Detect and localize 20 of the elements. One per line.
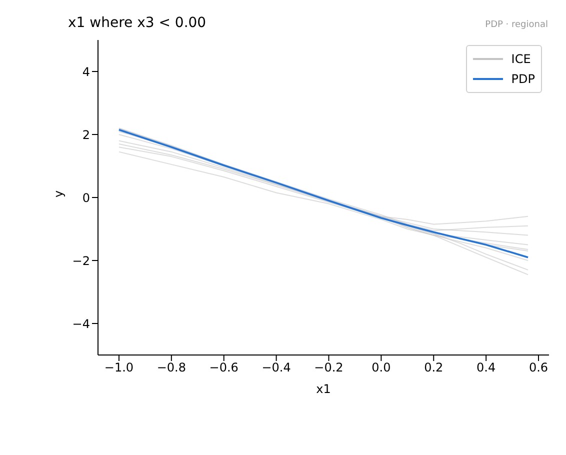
x-tick-label: −0.4 (262, 360, 291, 375)
x-tick-label: −0.2 (314, 360, 344, 375)
y-axis-title: y (51, 190, 66, 198)
x-tick-label: −0.8 (156, 360, 186, 375)
x-axis-title: x1 (316, 382, 331, 396)
x-tick-label: 0.6 (528, 360, 548, 375)
x-tick-label: 0.4 (476, 360, 496, 375)
y-tick-label: 4 (82, 64, 90, 79)
y-tick-label: −4 (72, 316, 90, 331)
y-tick-label: 0 (82, 190, 90, 205)
text: PDP · regional (485, 20, 548, 30)
x-tick-label: −0.6 (209, 360, 238, 375)
y-tick-label: −2 (72, 254, 90, 268)
x-tick-label: 0.2 (424, 360, 444, 375)
chart-title: x1 where x3 < 0.00 (68, 15, 206, 31)
x-tick-label: 0.0 (372, 360, 391, 375)
legend-label: ICE (511, 52, 531, 66)
y-tick-label: 2 (82, 128, 90, 142)
legend-label: PDP (511, 72, 535, 86)
x-tick-label: −1.0 (104, 360, 134, 375)
